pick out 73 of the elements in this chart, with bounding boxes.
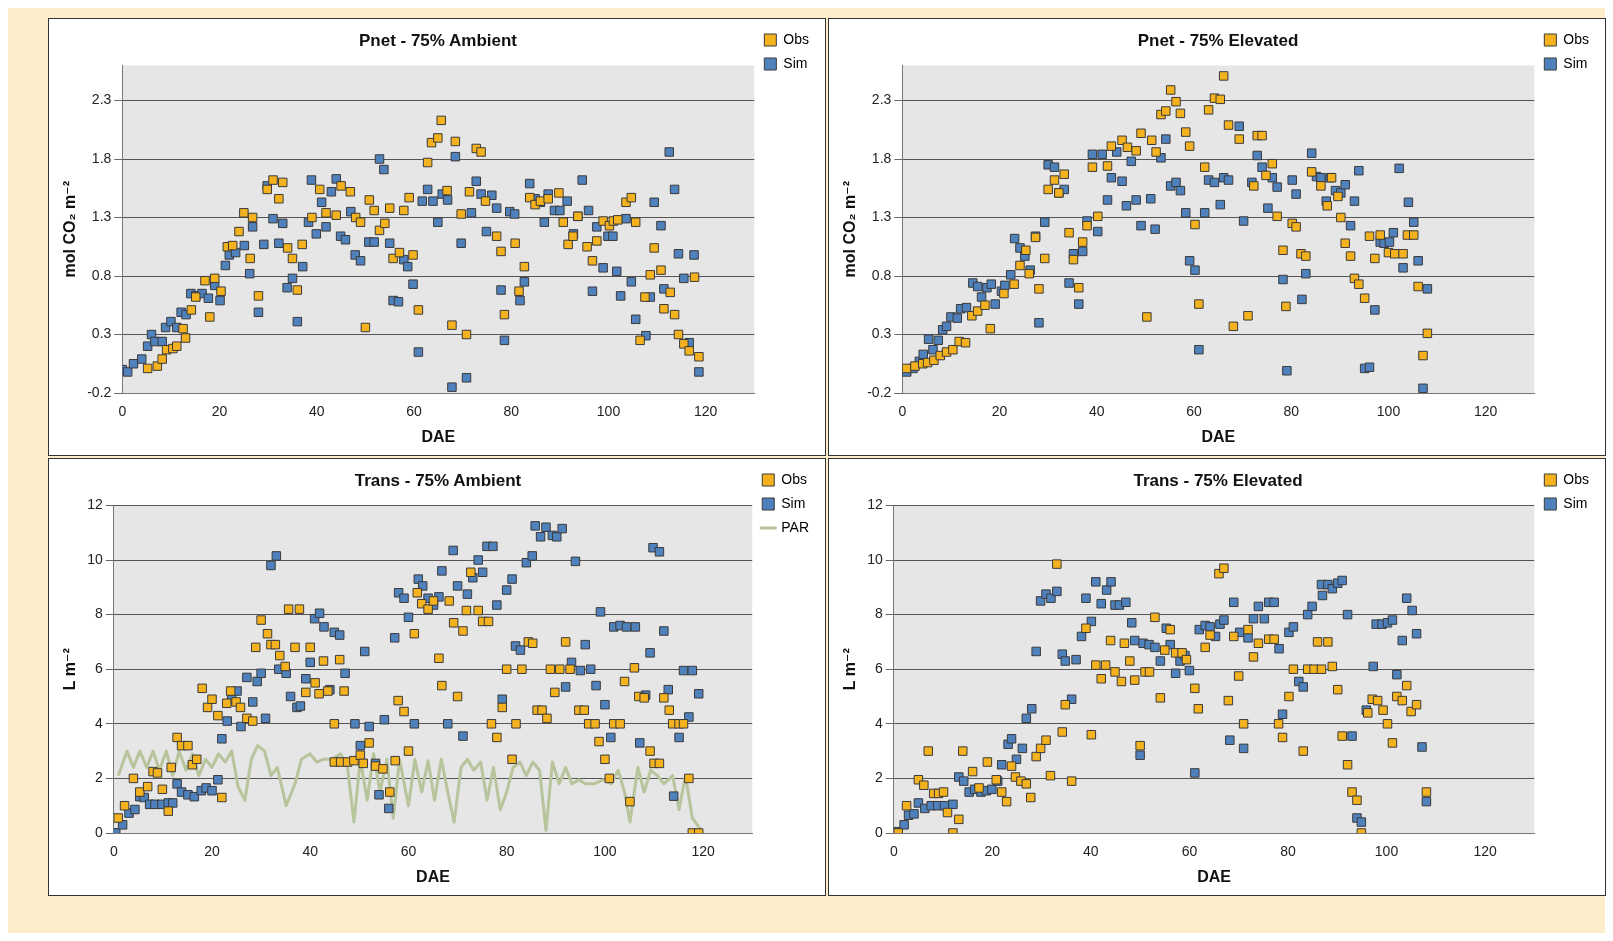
chart-title: Trans - 75% Elevated — [1133, 470, 1303, 490]
x-tick-label: 100 — [1374, 843, 1399, 860]
x-tick-label: 120 — [1473, 843, 1497, 860]
chart-title: Pnet - 75% Elevated — [1137, 30, 1299, 50]
x-tick-label: 20 — [991, 403, 1008, 420]
x-tick-label: 20 — [211, 403, 228, 420]
y-axis-title: mol CO₂ m⁻² — [61, 180, 79, 278]
y-tick-label: 0.8 — [91, 266, 112, 283]
y-tick-label: 0 — [94, 823, 103, 840]
y-axis-title: L m⁻² — [61, 648, 79, 691]
x-tick-label: 40 — [1089, 403, 1105, 420]
y-tick-label: 1.8 — [91, 149, 112, 166]
legend-label: Obs — [1563, 30, 1590, 47]
x-tick-label: 80 — [498, 843, 515, 860]
y-tick-label: -0.2 — [87, 383, 112, 400]
x-axis-title: DAE — [1197, 867, 1232, 885]
y-tick-label: 0 — [874, 823, 883, 840]
x-tick-label: 100 — [596, 403, 621, 420]
legend-label: Obs — [783, 30, 810, 47]
legend-label: PAR — [781, 518, 809, 535]
x-tick-label: 0 — [898, 403, 907, 420]
x-tick-label: 60 — [406, 403, 423, 420]
y-tick-label: 0.3 — [871, 325, 892, 342]
x-axis-title: DAE — [421, 427, 456, 445]
legend-label: Sim — [783, 54, 808, 71]
x-axis-title: DAE — [1201, 427, 1236, 445]
x-tick-label: 60 — [1186, 403, 1203, 420]
y-axis-title: mol CO₂ m⁻² — [841, 180, 859, 278]
y-tick-label: 4 — [94, 714, 103, 731]
x-tick-label: 80 — [503, 403, 520, 420]
x-tick-label: 60 — [1181, 843, 1198, 860]
x-tick-label: 40 — [302, 843, 319, 860]
x-tick-label: 100 — [593, 843, 617, 860]
chart-title: Pnet - 75% Ambient — [358, 30, 518, 50]
y-tick-label: 0.8 — [871, 266, 892, 283]
y-tick-label: 6 — [874, 660, 883, 677]
legend-label: Sim — [1563, 494, 1588, 511]
legend-label: Sim — [781, 494, 806, 511]
y-tick-label: 1.3 — [871, 208, 892, 225]
y-tick-label: 1.3 — [91, 208, 112, 225]
x-tick-label: 20 — [204, 843, 220, 860]
y-tick-label: 0.3 — [91, 325, 112, 342]
y-axis-title: L m⁻² — [841, 648, 859, 691]
y-tick-label: 10 — [87, 550, 103, 567]
legend-label: Obs — [781, 470, 807, 487]
y-tick-label: -0.2 — [867, 383, 892, 400]
x-tick-label: 40 — [309, 403, 325, 420]
y-tick-label: 10 — [867, 550, 883, 567]
x-tick-label: 120 — [1474, 403, 1498, 420]
x-tick-label: 80 — [1280, 843, 1296, 860]
chart-title: Trans - 75% Ambient — [354, 470, 522, 490]
x-axis-title: DAE — [416, 867, 451, 885]
x-tick-label: 20 — [984, 843, 1001, 860]
y-tick-label: 12 — [867, 496, 883, 513]
x-tick-label: 80 — [1283, 403, 1300, 420]
x-tick-label: 0 — [118, 403, 127, 420]
x-tick-label: 120 — [691, 843, 716, 860]
y-tick-label: 2 — [94, 769, 103, 786]
y-tick-label: 2.3 — [91, 91, 112, 108]
y-tick-label: 2.3 — [871, 91, 892, 108]
legend-label: Sim — [1563, 54, 1588, 71]
y-tick-label: 12 — [87, 496, 103, 513]
x-tick-label: 40 — [1083, 843, 1099, 860]
y-tick-label: 2 — [874, 769, 883, 786]
legend-label: Obs — [1563, 470, 1590, 487]
x-tick-label: 120 — [694, 403, 718, 420]
x-tick-label: 100 — [1376, 403, 1401, 420]
x-tick-label: 60 — [400, 843, 417, 860]
y-tick-label: 4 — [874, 714, 883, 731]
y-tick-label: 8 — [94, 605, 103, 622]
y-tick-label: 1.8 — [871, 149, 892, 166]
y-tick-label: 6 — [94, 660, 103, 677]
y-tick-label: 8 — [874, 605, 883, 622]
